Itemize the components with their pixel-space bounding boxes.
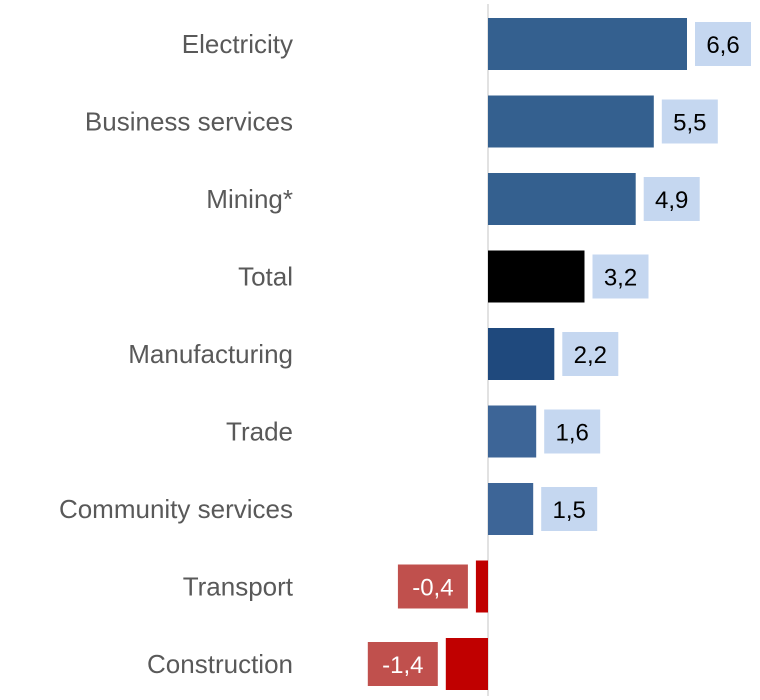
bar-trade — [488, 405, 537, 458]
data-label-box-community-services — [541, 487, 598, 531]
data-label-box-mining — [643, 177, 700, 221]
category-label-construction: Construction — [147, 649, 293, 679]
data-label-mining: 4,9 — [655, 187, 688, 214]
bar-manufacturing — [488, 328, 555, 380]
data-label-construction: -1,4 — [382, 652, 423, 679]
category-label-mining: Mining* — [206, 184, 293, 214]
data-label-box-business-services — [661, 99, 718, 144]
category-label-transport: Transport — [183, 572, 294, 602]
category-label-electricity: Electricity — [182, 29, 293, 59]
bar-electricity — [488, 18, 687, 70]
bar-construction — [445, 638, 488, 690]
bar-total — [488, 250, 585, 303]
data-label-box-trade — [544, 409, 601, 454]
category-label-community-services: Community services — [59, 494, 293, 524]
bar-business-services — [488, 95, 654, 148]
data-label-box-construction — [367, 642, 438, 686]
bar-transport — [475, 560, 488, 613]
bar-mining — [488, 173, 636, 225]
data-label-community-services: 1,5 — [553, 497, 586, 524]
data-label-electricity: 6,6 — [706, 32, 739, 59]
category-label-trade: Trade — [226, 417, 293, 447]
data-label-manufacturing: 2,2 — [574, 342, 607, 369]
data-label-transport: -0,4 — [412, 575, 453, 602]
data-label-box-transport — [397, 564, 468, 609]
data-label-total: 3,2 — [604, 265, 637, 292]
data-label-box-electricity — [695, 22, 751, 66]
data-label-trade: 1,6 — [556, 420, 589, 447]
data-label-business-services: 5,5 — [673, 110, 706, 137]
labels-group: Electricity 6,6 Business services 5,5 Mining… — [59, 22, 751, 686]
bar-community-services — [488, 483, 534, 535]
bars-group — [445, 18, 687, 690]
category-label-manufacturing: Manufacturing — [128, 339, 293, 369]
category-label-business-services: Business services — [85, 107, 293, 137]
category-label-total: Total — [238, 262, 293, 292]
data-label-box-manufacturing — [562, 332, 619, 376]
data-label-box-total — [592, 254, 649, 299]
